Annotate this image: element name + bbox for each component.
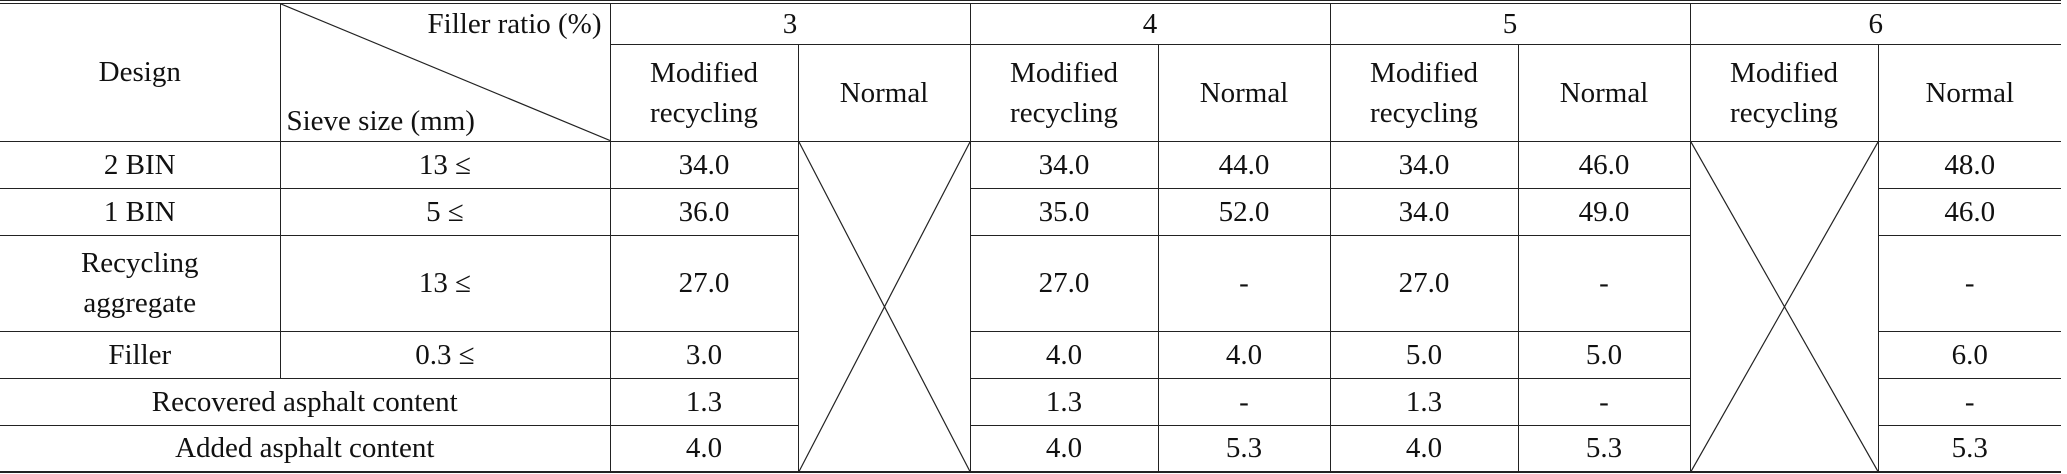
value-cell: - [1877,377,2061,426]
normal-header-4: Normal [1157,43,1331,142]
diagonal-header-cell: Filler ratio (%) Sieve size (mm) [279,1,611,142]
value-cell: 35.0 [969,187,1159,236]
modified-recycling-header-3: Modified recycling [609,43,799,142]
modified-label: Modified [1730,56,1838,89]
design-cell: 2 BIN [0,140,281,189]
empty-cross-cell-6-modified [1689,140,1879,473]
value-cell: 5.3 [1517,424,1691,473]
ratio-header-6: 6 [1689,1,2061,45]
value-cell: 6.0 [1877,330,2061,379]
value-cell: 34.0 [609,140,799,189]
cross-mark-icon [1691,142,1878,472]
value-cell: 48.0 [1877,140,2061,189]
design-cell: Filler [0,330,281,379]
value-cell: 5.0 [1329,330,1519,379]
value-cell: - [1877,234,2061,332]
table-row-recovered-asphalt: Recovered asphalt content 1.3 1.3 - 1.3 … [0,377,2061,426]
value-cell: 34.0 [969,140,1159,189]
table-row-added-asphalt: Added asphalt content 4.0 4.0 5.3 4.0 5.… [0,424,2061,473]
table-row-1bin: 1 BIN 5 ≤ 36.0 35.0 52.0 34.0 49.0 46.0 [0,187,2061,236]
table-row-filler: Filler 0.3 ≤ 3.0 4.0 4.0 5.0 5.0 6.0 [0,330,2061,379]
design-line-1: Recycling [80,247,199,279]
value-cell: 4.0 [609,424,799,473]
sieve-cell: 5 ≤ [279,187,611,236]
value-cell: 3.0 [609,330,799,379]
sieve-cell: 13 ≤ [279,234,611,332]
value-cell: 1.3 [1329,377,1519,426]
design-header-label: Design [98,56,181,89]
value-cell: 36.0 [609,187,799,236]
design-cell: 1 BIN [0,187,281,236]
value-cell: - [1157,234,1331,332]
recycling-label: recycling [1010,96,1118,129]
modified-label: Modified [650,56,758,89]
value-cell: 1.3 [969,377,1159,426]
design-line-2: aggregate [83,287,197,319]
value-cell: 5.3 [1877,424,2061,473]
value-cell: - [1157,377,1331,426]
sieve-size-label: Sieve size (mm) [286,104,475,137]
value-cell: 4.0 [1329,424,1519,473]
value-cell: 34.0 [1329,140,1519,189]
value-cell: 46.0 [1517,140,1691,189]
value-cell: 27.0 [969,234,1159,332]
table-row-recycling-aggregate: Recycling aggregate 13 ≤ 27.0 27.0 - 27.… [0,234,2061,332]
value-cell: 4.0 [1157,330,1331,379]
value-cell: - [1517,377,1691,426]
value-cell: 49.0 [1517,187,1691,236]
normal-header-5: Normal [1517,43,1691,142]
value-cell: 44.0 [1157,140,1331,189]
sieve-cell: 13 ≤ [279,140,611,189]
value-cell: 5.3 [1157,424,1331,473]
design-header: Design [0,1,281,142]
value-cell: 4.0 [969,330,1159,379]
value-cell: - [1517,234,1691,332]
empty-cross-cell-3-normal [797,140,971,473]
normal-header-6: Normal [1877,43,2061,142]
modified-label: Modified [1370,56,1478,89]
modified-label: Modified [1010,56,1118,89]
modified-recycling-header-6: Modified recycling [1689,43,1879,142]
recycling-label: recycling [1370,96,1478,129]
table-row-2bin: 2 BIN 13 ≤ 34.0 34.0 44.0 34.0 46.0 48.0 [0,140,2061,473]
design-cell: Added asphalt content [0,424,611,473]
header-row-types: Modified recycling Normal Modified recyc… [0,43,2061,142]
ratio-header-3: 3 [609,1,971,45]
modified-recycling-header-4: Modified recycling [969,43,1159,142]
design-cell: Recycling aggregate [0,234,281,332]
normal-header-3: Normal [797,43,971,142]
filler-ratio-label: Filler ratio (%) [427,8,602,40]
value-cell: 5.0 [1517,330,1691,379]
header-row-ratios: Design Filler ratio (%) Sieve size (mm) … [0,1,2061,142]
cross-mark-icon [799,142,970,472]
design-cell: Recovered asphalt content [0,377,611,426]
ratio-header-5: 5 [1329,1,1691,45]
diagonal-line [281,4,610,141]
modified-recycling-header-5: Modified recycling [1329,43,1519,142]
value-cell: 27.0 [609,234,799,332]
value-cell: 4.0 [969,424,1159,473]
value-cell: 46.0 [1877,187,2061,236]
value-cell: 52.0 [1157,187,1331,236]
recycling-label: recycling [650,96,758,129]
ratio-header-4: 4 [969,1,1331,45]
value-cell: 34.0 [1329,187,1519,236]
value-cell: 27.0 [1329,234,1519,332]
sieve-cell: 0.3 ≤ [279,330,611,379]
recycling-label: recycling [1730,96,1838,129]
value-cell: 1.3 [609,377,799,426]
